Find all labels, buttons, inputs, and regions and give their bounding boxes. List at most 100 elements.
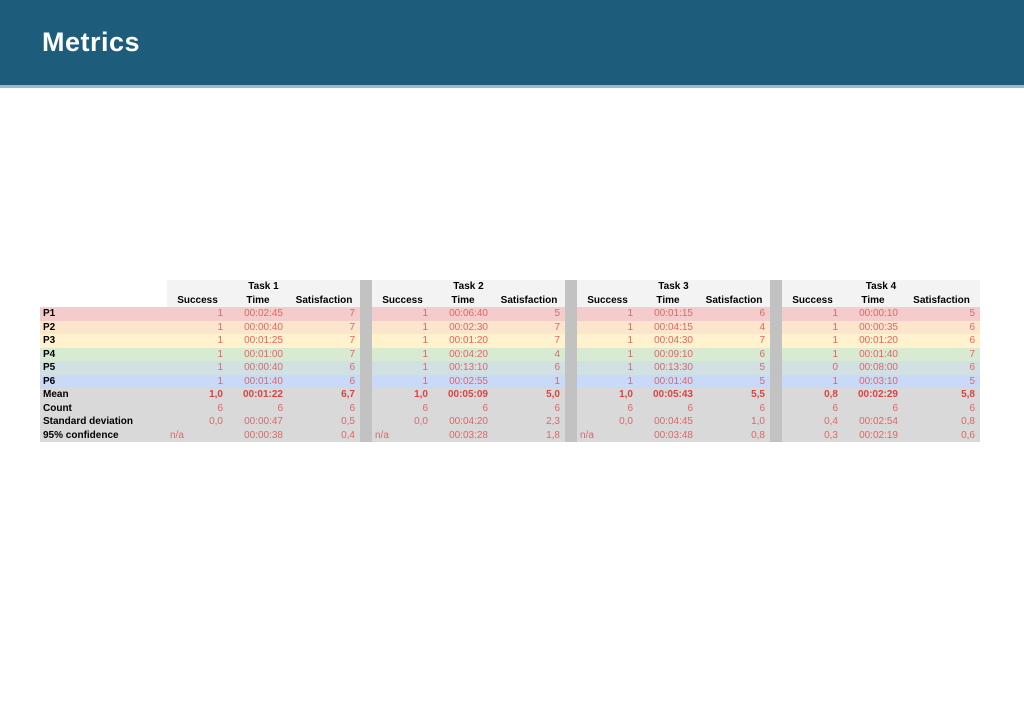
cell-success: 1 [782,347,843,361]
column-divider [770,280,782,294]
column-divider [565,347,577,361]
cell-time: 00:05:43 [638,388,698,402]
cell-success: 1 [372,361,433,375]
cell-success: 1 [782,307,843,321]
cell-success: n/a [577,428,638,442]
column-divider [360,307,372,321]
cell-satisfaction: 5,0 [493,388,565,402]
header-corner-spacer [40,293,167,307]
cell-time: 00:01:40 [638,374,698,388]
cell-satisfaction: 6 [698,347,770,361]
cell-success: 1 [167,374,228,388]
column-divider [770,320,782,334]
column-divider [770,415,782,429]
cell-time: 00:00:47 [228,415,288,429]
cell-success: 1 [372,374,433,388]
header-corner-spacer [40,280,167,294]
cell-success: 1 [577,347,638,361]
column-divider [565,374,577,388]
cell-time: 6 [228,401,288,415]
cell-satisfaction: 7 [288,347,360,361]
column-divider [565,415,577,429]
cell-success: 1 [577,334,638,348]
cell-success: 1 [782,334,843,348]
column-divider [360,361,372,375]
cell-time: 00:04:20 [433,347,493,361]
task-group-title: Task 3 [577,280,770,294]
cell-satisfaction: 7 [493,320,565,334]
cell-success: 6 [577,401,638,415]
column-divider [770,334,782,348]
cell-satisfaction: 1 [493,374,565,388]
cell-success: 1 [372,334,433,348]
cell-success: 1,0 [167,388,228,402]
column-header-time: Time [433,293,493,307]
column-divider [360,347,372,361]
cell-success: 1 [167,320,228,334]
column-header-time: Time [228,293,288,307]
cell-satisfaction: 5 [903,374,980,388]
column-divider [360,428,372,442]
row-label: Standard deviation [40,415,167,429]
cell-satisfaction: 6 [903,401,980,415]
row-label: 95% confidence [40,428,167,442]
cell-satisfaction: 6,7 [288,388,360,402]
cell-satisfaction: 6 [903,334,980,348]
cell-satisfaction: 6 [698,307,770,321]
cell-satisfaction: 7 [903,347,980,361]
column-divider [565,428,577,442]
cell-time: 00:04:45 [638,415,698,429]
cell-time: 00:03:48 [638,428,698,442]
row-label: P3 [40,334,167,348]
row-label: Mean [40,388,167,402]
column-divider [770,374,782,388]
cell-time: 6 [638,401,698,415]
cell-success: 6 [782,401,843,415]
cell-success: 1 [372,320,433,334]
cell-time: 6 [843,401,903,415]
cell-satisfaction: 4 [493,347,565,361]
cell-success: 1 [167,361,228,375]
column-divider [360,280,372,294]
cell-time: 00:05:09 [433,388,493,402]
cell-time: 00:01:40 [843,347,903,361]
column-divider [565,293,577,307]
cell-satisfaction: 7 [288,307,360,321]
cell-time: 00:03:28 [433,428,493,442]
cell-time: 00:01:15 [638,307,698,321]
cell-success: n/a [167,428,228,442]
cell-success: 6 [167,401,228,415]
cell-success: 1 [167,307,228,321]
cell-time: 00:13:30 [638,361,698,375]
column-divider [565,307,577,321]
cell-success: 0,0 [167,415,228,429]
row-label: P1 [40,307,167,321]
top-bar: Metrics [0,0,1024,88]
column-header-success: Success [782,293,843,307]
metrics-table: Task 1 Task 2 Task 3 Task 4 Success Time Satis… [40,280,980,442]
cell-success: 1 [577,307,638,321]
cell-satisfaction: 6 [903,320,980,334]
cell-time: 00:01:20 [843,334,903,348]
cell-satisfaction: 6 [903,361,980,375]
cell-success: 1 [782,374,843,388]
cell-time: 00:02:45 [228,307,288,321]
cell-time: 00:00:40 [228,320,288,334]
cell-time: 00:01:22 [228,388,288,402]
row-label: P5 [40,361,167,375]
column-divider [565,388,577,402]
cell-time: 00:04:30 [638,334,698,348]
row-label: P6 [40,374,167,388]
cell-satisfaction: 6 [288,374,360,388]
cell-success: 1,0 [577,388,638,402]
column-header-time: Time [638,293,698,307]
task-group-title: Task 2 [372,280,565,294]
column-divider [360,415,372,429]
column-divider [360,401,372,415]
cell-satisfaction: 5,5 [698,388,770,402]
cell-satisfaction: 5 [903,307,980,321]
cell-success: 0,4 [782,415,843,429]
cell-time: 00:02:19 [843,428,903,442]
cell-success: 0 [782,361,843,375]
page-title: Metrics [42,27,141,57]
